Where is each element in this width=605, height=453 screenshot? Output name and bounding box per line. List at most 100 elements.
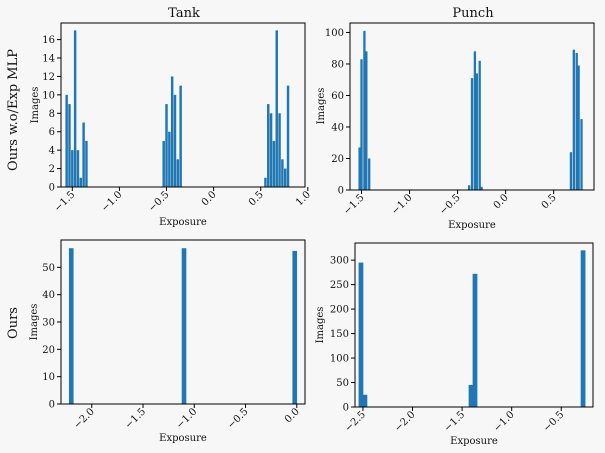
y-axis-label: Images [316, 88, 327, 125]
histogram-bar [281, 159, 284, 187]
y-tick-label: 0 [49, 400, 55, 411]
histogram-bar [480, 186, 483, 190]
histogram-bar [360, 59, 363, 190]
histogram-bar [173, 94, 177, 187]
row-label-ours-wo-exp-mlp: Ours w.o/Exp MLP [6, 49, 21, 171]
x-tick-label: −0.5 [226, 406, 251, 431]
x-tick-label: −1.0 [390, 192, 415, 217]
histogram-bar [162, 140, 165, 187]
histogram-bar [278, 113, 281, 187]
histogram-bar [65, 94, 68, 187]
histogram-bar [575, 52, 578, 191]
x-tick-label: −1.5 [342, 192, 367, 217]
histogram-tank-ours-wo-exp-mlp: 0 2 4 6 8 10 12 14 16 −1.5 −1.0 −0.5 0.0 0.5 1.0 Expos… [30, 22, 313, 228]
row-label-ours: Ours [6, 307, 21, 339]
y-axis-label: Images [30, 87, 41, 124]
histogram-bar [272, 140, 276, 187]
histogram-bar [358, 147, 361, 190]
x-tick-label: −0.5 [541, 409, 566, 434]
histogram-bar [283, 168, 287, 187]
y-axis-label: Images [29, 304, 40, 341]
histogram-bar [73, 30, 77, 188]
x-tick-label: −1.5 [442, 409, 467, 434]
histogram-bar [82, 122, 85, 187]
x-tick-label: −0.5 [438, 192, 463, 217]
histogram-bar [267, 104, 270, 187]
x-tick-label: −1.0 [100, 189, 125, 214]
y-tick-label: 0 [338, 186, 344, 197]
histogram-bar [580, 250, 586, 407]
histogram-bar [165, 104, 168, 187]
y-tick-label: 40 [42, 290, 55, 301]
y-tick-label: 200 [330, 305, 349, 316]
x-tick-label: 0.5 [247, 189, 266, 208]
histogram-bar [168, 131, 171, 187]
y-tick-label: 10 [42, 372, 55, 383]
y-tick-label: 50 [336, 378, 349, 389]
y-tick-label: 80 [331, 59, 344, 70]
histogram-bar [475, 73, 478, 190]
y-tick-label: 6 [49, 127, 55, 138]
y-tick-label: 14 [42, 54, 55, 65]
y-tick-label: 20 [331, 154, 344, 165]
x-axis-label: Exposure [159, 433, 207, 444]
histogram-bar [470, 78, 474, 190]
histogram-bar [264, 177, 267, 187]
column-title-punch: Punch [452, 6, 494, 21]
histogram-bar [286, 85, 290, 187]
y-tick-label: 300 [330, 256, 349, 267]
y-tick-label: 8 [49, 109, 55, 120]
y-tick-label: 4 [49, 146, 55, 157]
histogram-bar [275, 30, 278, 188]
histogram-bar [358, 262, 364, 407]
x-tick-label: −2.0 [72, 406, 97, 431]
histogram-bar [79, 177, 83, 187]
y-tick-label: 20 [42, 345, 55, 356]
histogram-bar [71, 150, 74, 187]
column-title-tank: Tank [168, 6, 200, 21]
histogram-bar [577, 65, 580, 190]
histogram-bar [170, 76, 174, 187]
histogram-bar [179, 85, 182, 187]
y-tick-label: 0 [49, 183, 55, 194]
histogram-bar [85, 140, 88, 187]
y-tick-label: 60 [331, 91, 344, 102]
histogram-bar [473, 51, 477, 190]
histogram-bar [365, 51, 368, 190]
histogram-bar [569, 152, 573, 190]
y-tick-label: 10 [42, 90, 55, 101]
y-tick-label: 100 [325, 28, 344, 39]
y-tick-label: 12 [42, 72, 55, 83]
y-tick-label: 2 [49, 164, 55, 175]
x-tick-label: 1.0 [294, 189, 313, 208]
histogram-bar [292, 250, 298, 404]
x-tick-label: 0.0 [200, 189, 219, 208]
x-tick-label: −1.5 [52, 189, 77, 214]
x-axis-label: Exposure [450, 436, 498, 447]
histogram-bar [76, 150, 80, 187]
y-tick-label: 0 [343, 403, 349, 414]
x-tick-label: −2.0 [393, 409, 418, 434]
histogram-bar [478, 60, 481, 191]
x-tick-label: −0.5 [147, 189, 172, 214]
y-tick-label: 250 [330, 280, 349, 291]
y-tick-label: 16 [42, 35, 55, 46]
y-axis-label: Images [315, 307, 326, 344]
histogram-bar [68, 104, 71, 187]
histogram-bar [176, 159, 180, 187]
histogram-bar [580, 119, 583, 190]
y-tick-label: 100 [330, 354, 349, 365]
histogram-bar [572, 49, 575, 190]
histogram-bar [467, 185, 471, 190]
y-tick-label: 150 [330, 329, 349, 340]
histogram-bar [368, 158, 371, 190]
x-tick-label: 0.0 [492, 192, 511, 211]
histogram-bar [68, 248, 74, 404]
x-tick-label: −1.0 [174, 406, 199, 431]
x-tick-label: −1.0 [492, 409, 517, 434]
y-tick-label: 30 [42, 318, 55, 329]
